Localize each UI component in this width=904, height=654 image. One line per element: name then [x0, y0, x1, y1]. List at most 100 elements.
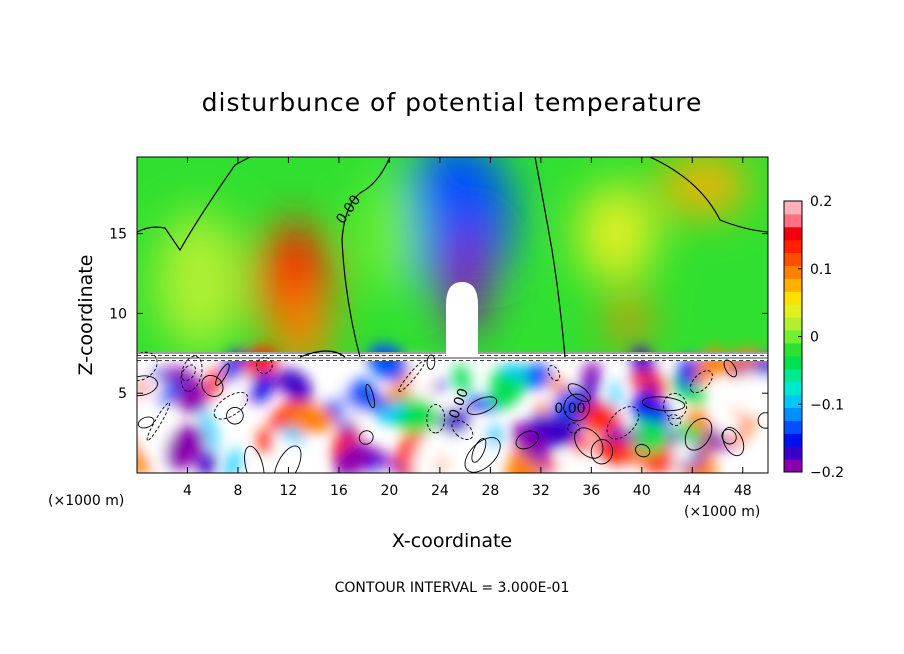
turbulence-cell	[735, 373, 768, 417]
turbulence-cell	[621, 447, 638, 463]
contour-loop	[358, 430, 374, 445]
y-tick-label: 15	[109, 227, 127, 243]
turbulence-cell	[407, 358, 431, 400]
contour-loop	[634, 443, 651, 458]
turbulence-cell	[501, 363, 527, 379]
contour-loop	[471, 438, 487, 463]
anomaly-blob	[403, 157, 514, 298]
anomaly-blob	[611, 293, 648, 350]
x-tick-label: 32	[532, 483, 550, 499]
colorbar-tick-label: −0.2	[810, 465, 844, 481]
contour-loop	[567, 383, 591, 402]
turbulence-cell	[629, 371, 658, 388]
contour-loop	[757, 412, 768, 429]
contour-line	[341, 157, 391, 358]
x-tick-label: 36	[582, 483, 600, 499]
turbulence-cell	[257, 429, 273, 454]
contour-loop	[722, 427, 745, 457]
y-axis-label: Z-coordinate	[75, 255, 97, 376]
contour-loop	[146, 402, 170, 441]
x-tick-label: 12	[280, 483, 298, 499]
turbulence-cell	[486, 425, 502, 449]
turbulence-cell	[152, 369, 169, 381]
turbulence-cell	[251, 371, 273, 403]
turbulence-cell	[197, 450, 216, 473]
turbulence-cell	[519, 433, 543, 458]
turbulence-cell	[328, 384, 347, 401]
contour-loop	[426, 354, 436, 370]
contour-loop	[606, 406, 640, 440]
x-tick-label: 40	[633, 483, 651, 499]
colorbar-swatch	[784, 420, 802, 434]
turbulence-cell	[435, 378, 446, 393]
upper-anomalies	[155, 157, 750, 375]
anomaly-blob	[359, 173, 420, 294]
contour-line	[534, 157, 566, 358]
contour-line	[649, 157, 768, 233]
turbulence-cell	[464, 396, 498, 411]
contour-loop	[181, 364, 196, 382]
turbulence-cell	[453, 364, 471, 394]
turbulence-cell	[716, 411, 742, 438]
turbulence-cell	[158, 379, 183, 405]
turbulence-cell	[520, 363, 552, 389]
turbulence-cell	[371, 448, 410, 473]
turbulence-cell	[165, 425, 204, 470]
colorbar-swatch	[784, 201, 802, 215]
turbulence-cell	[439, 408, 471, 435]
turbulence-cell	[573, 374, 600, 419]
colorbar-swatch	[784, 407, 802, 421]
colorbar-swatch	[784, 213, 802, 228]
y-tick-label: 10	[109, 306, 127, 322]
turbulence-cell	[549, 374, 566, 396]
contour-loop	[464, 437, 501, 473]
contour-loop	[574, 427, 604, 459]
colorbar-tick-label: −0.1	[810, 397, 844, 413]
turbulence-cell	[630, 419, 669, 455]
contour-loop	[590, 439, 614, 465]
colorbar-swatch	[784, 330, 802, 344]
contour-loop	[668, 414, 682, 426]
contour-loop	[226, 406, 244, 425]
anomaly-blob	[576, 183, 657, 284]
colorbar-swatch	[784, 368, 802, 383]
turbulence-cell	[200, 408, 218, 452]
contour-loop	[563, 393, 591, 422]
turbulence-cell	[268, 391, 313, 432]
contour-loop	[567, 422, 580, 434]
contour-loop	[689, 370, 713, 394]
plot-frame	[136, 156, 769, 474]
colorbar-swatch	[784, 252, 802, 267]
turbulence-cell	[671, 441, 695, 463]
contour-loop	[723, 359, 738, 378]
turbulence-cell	[287, 405, 336, 434]
x-tick-label: 28	[481, 483, 499, 499]
x-tick-label: 24	[431, 483, 449, 499]
contour-loop	[213, 392, 249, 420]
x-axis: 4 8 12 16 20 24 28 32 36 40 44 48	[183, 157, 752, 499]
chart-title: disturbunce of potential temperature	[202, 88, 703, 117]
colorbar-swatch	[784, 433, 802, 447]
contour-label-lower-right: 0.00	[554, 401, 585, 417]
contour-line	[299, 350, 346, 358]
contour-loop	[244, 445, 265, 473]
contour-loop	[426, 404, 446, 434]
turbulence-cell	[490, 368, 505, 389]
contour-loop	[137, 351, 158, 382]
turbulence-cell	[137, 382, 150, 394]
turbulence-cell	[675, 422, 703, 443]
contour-loop	[137, 375, 158, 397]
colorbar-tick-label: 0.2	[810, 194, 832, 210]
zero-contours	[137, 157, 768, 473]
colorbar-swatch	[784, 459, 802, 473]
contour-loop	[641, 396, 686, 412]
x-tick-label: 4	[183, 483, 192, 499]
contour-loop	[547, 365, 561, 381]
x-tick-label: 48	[734, 483, 752, 499]
colorbar-swatch	[784, 355, 802, 370]
colorbar-swatch	[784, 446, 802, 460]
y-axis: 5 10 15	[109, 227, 768, 402]
y-tick-label: 5	[118, 386, 127, 402]
colorbar-swatch	[784, 278, 802, 292]
